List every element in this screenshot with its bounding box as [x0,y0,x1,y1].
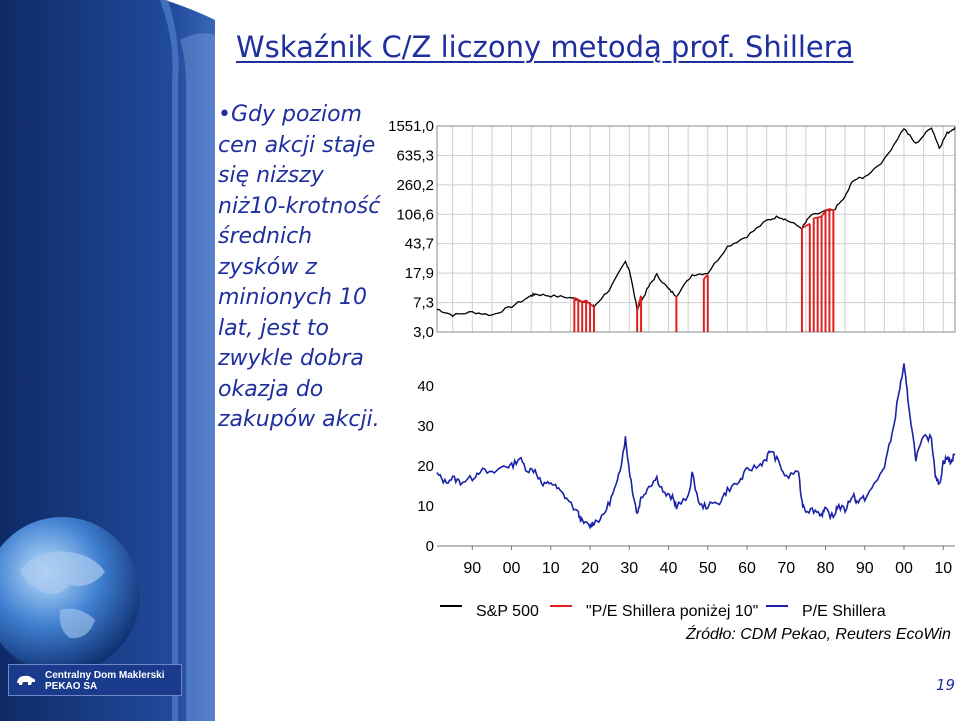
globe-icon [0,517,140,673]
x-tick-label: 70 [777,560,795,577]
below10-segment [813,208,834,219]
legend-label-below10: "P/E Shillera poniżej 10" [586,603,759,620]
bottom-y-tick-label: 40 [417,378,434,395]
top-y-tick-label: 1551,0 [388,118,434,135]
top-y-tick-label: 17,9 [405,265,434,282]
bullet-icon: • [218,102,231,127]
below10-segment [801,222,811,229]
legend-item-sp500: S&P 500 [440,603,539,621]
legend-swatch-pe [766,604,788,607]
top-y-tick-label: 43,7 [405,236,434,253]
x-tick-label: 10 [934,560,952,577]
legend-swatch-below10 [550,604,572,607]
logo-line1: Centralny Dom Maklerski [45,670,165,681]
legend-item-below10: "P/E Shillera poniżej 10" [550,603,758,621]
x-tick-label: 00 [895,560,913,577]
sidebar [0,0,215,721]
source-note: Źródło: CDM Pekao, Reuters EcoWin [686,626,951,643]
x-tick-label: 90 [463,560,481,577]
bottom-y-tick-label: 10 [417,498,434,515]
below10-segment [573,296,595,308]
shiller-pe-chart: 1551,0 635,3 260,2 106,6 43,7 17,9 7,3 3,0 40 30 2… [388,118,956,577]
bison-logo-icon [17,675,36,685]
company-logo: Centralny Dom Maklerski PEKAO SA [8,664,182,696]
x-tick-label: 90 [856,560,874,577]
series-line-pe-shiller [436,363,956,530]
legend-label-pe: P/E Shillera [802,603,886,620]
top-y-tick-label: 7,3 [413,295,434,312]
x-tick-label: 50 [699,560,717,577]
x-tick-label: 00 [503,560,521,577]
sidebar-background [0,0,215,721]
x-tick-label: 20 [581,560,599,577]
top-y-tick-label: 635,3 [396,147,434,164]
bullet-text-block: •Gdy poziom cen akcji staje się niższy n… [218,100,388,436]
legend-swatch-sp500 [440,604,462,607]
below10-segment [703,274,709,280]
below10-segment [636,295,642,310]
top-panel-frame [436,125,956,333]
page-title: Wskaźnik C/Z liczony metodą prof. Shille… [236,30,854,64]
legend-label-sp500: S&P 500 [476,603,539,620]
bullet-text: Gdy poziom cen akcji staje się niższy ni… [218,102,381,432]
top-y-tick-label: 106,6 [396,206,434,223]
bottom-y-tick-label: 0 [426,538,434,555]
x-tick-label: 10 [542,560,560,577]
x-tick-label: 80 [817,560,835,577]
top-y-tick-label: 260,2 [396,177,434,194]
bottom-y-tick-label: 20 [417,458,434,475]
x-tick-label: 30 [620,560,638,577]
bottom-y-tick-label: 30 [417,418,434,435]
page-number: 19 [936,676,956,694]
x-tick-label: 60 [738,560,756,577]
legend-item-pe: P/E Shillera [766,603,886,621]
x-tick-label: 40 [660,560,678,577]
logo-line2: PEKAO SA [45,681,98,692]
series-line-sp500 [436,127,956,318]
top-y-tick-label: 3,0 [413,324,434,341]
